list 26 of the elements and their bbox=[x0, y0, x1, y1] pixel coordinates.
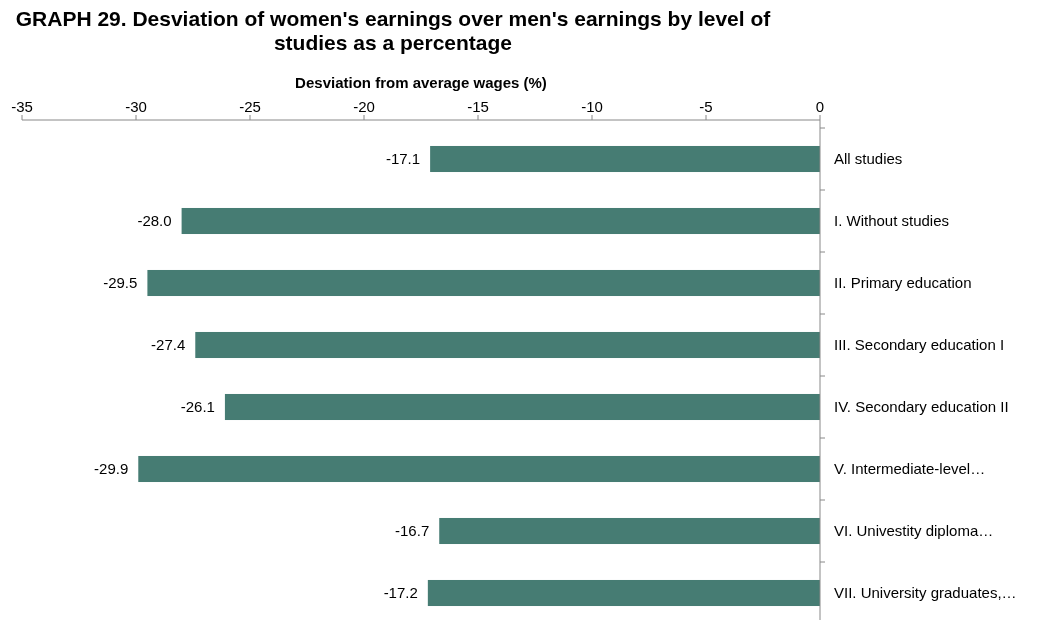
x-tick-label: -5 bbox=[699, 98, 713, 115]
x-tick-label: -15 bbox=[467, 98, 489, 115]
x-tick-label: 0 bbox=[815, 98, 825, 115]
data-label: -27.4 bbox=[151, 336, 186, 353]
y-tick-label: V. Intermediate-level… bbox=[834, 460, 986, 477]
y-tick-label: II. Primary education bbox=[834, 274, 972, 291]
x-axis-title: Desviation from average wages (%) bbox=[295, 74, 547, 91]
chart-title: GRAPH 29. Desviation of women's earnings over men's earnings by level of studies as a percentage bbox=[15, 7, 772, 54]
data-label: -29.9 bbox=[94, 460, 129, 477]
data-label: -17.2 bbox=[383, 584, 418, 601]
x-tick-label: -20 bbox=[353, 98, 375, 115]
data-label: -29.5 bbox=[103, 274, 138, 291]
x-tick-label: -35 bbox=[11, 98, 33, 115]
y-tick-label: VII. University graduates,… bbox=[834, 584, 1017, 601]
data-label: -16.7 bbox=[395, 522, 430, 539]
y-tick-label: All studies bbox=[834, 150, 903, 167]
y-tick-label: I. Without studies bbox=[834, 212, 950, 229]
data-label: -28.0 bbox=[137, 212, 172, 229]
y-tick-label: IV. Secondary education II bbox=[834, 398, 1009, 415]
y-tick-label: VI. Univestity diploma… bbox=[834, 522, 994, 539]
x-tick-label: -30 bbox=[125, 98, 147, 115]
y-tick-label: III. Secondary education I bbox=[834, 336, 1005, 353]
data-label: -26.1 bbox=[180, 398, 215, 415]
x-tick-label: -10 bbox=[581, 98, 603, 115]
x-tick-label: -25 bbox=[239, 98, 261, 115]
data-label: -17.1 bbox=[385, 150, 421, 167]
